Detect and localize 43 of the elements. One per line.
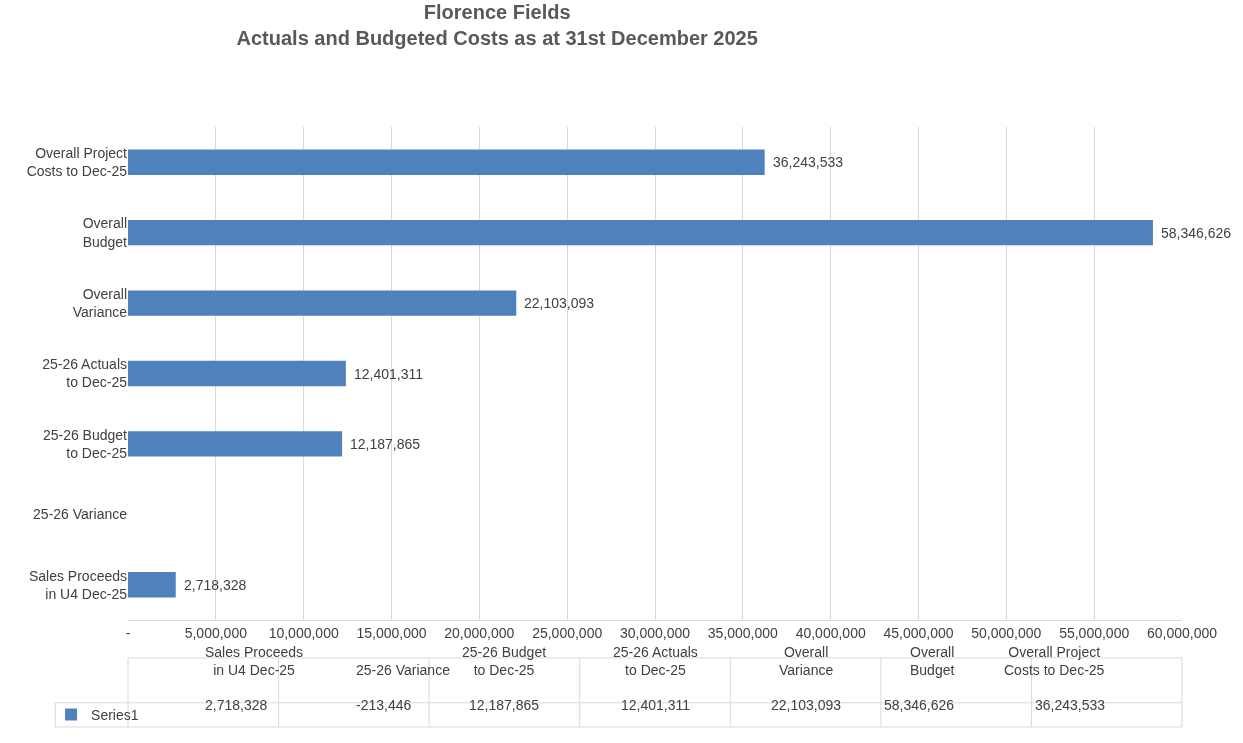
category-label: 25-26 Variance [356,662,450,678]
x-tick-label: 60,000,000 [1146,624,1218,641]
x-tick-label: 40,000,000 [795,624,866,641]
data-label: 12,187,865 [350,436,421,452]
y-tick-label: 25-26 Budget to Dec-25 [42,426,128,461]
y-tick-label: 25-26 Variance [33,506,128,523]
y-tick-label: Overall Variance [72,285,128,321]
y-tick-label: 25-26 Actuals to Dec-25 [42,356,128,391]
text: 12,401,311 [621,697,691,713]
text: -213,446 [356,697,412,713]
data-label: 2,718,328 [184,577,247,593]
x-tick-label: 45,000,000 [883,624,954,641]
data-label: 58,346,626 [1161,225,1232,241]
text: 12,187,865 [469,697,540,713]
category-label: Overall Budget [910,644,955,679]
text: 36,243,533 [1035,697,1106,713]
category-label: Overall Project Costs to Dec-25 [1004,644,1105,679]
x-tick-label: 55,000,000 [1059,624,1130,641]
data-label: 22,103,093 [524,295,595,311]
x-tick-label: 30,000,000 [619,624,691,641]
x-tick-label: 50,000,000 [971,624,1042,641]
data-label: 12,401,311 [354,366,424,382]
category-label: 25-26 Budget to Dec-25 [462,644,547,679]
y-tick-label: Overall Project Costs to Dec-25 [26,145,128,180]
y-tick-label: Sales Proceeds in U4 Dec-25 [28,567,128,602]
data-label: 36,243,533 [773,154,844,170]
text: 22,103,093 [771,697,842,713]
chart-title: Florence Fields [423,0,571,23]
x-tick-label: 10,000,000 [268,624,339,641]
category-label: Sales Proceeds in U4 Dec-25 [205,644,304,679]
legend-label: Series1 [91,706,139,723]
text: 58,346,626 [884,697,955,713]
text: 2,718,328 [205,697,268,713]
x-tick-label: 15,000,000 [356,624,427,641]
x-tick-label: 35,000,000 [707,624,779,641]
x-tick-label: 25,000,000 [532,624,603,641]
y-tick-label: Overall Budget [82,215,128,250]
x-tick-label: 5,000,000 [184,624,248,641]
category-label: Overall Variance [779,644,834,679]
category-label: 25-26 Actuals to Dec-25 [613,644,698,679]
chart-subtitle: Actuals and Budgeted Costs as at 31st December 2025 [236,26,758,49]
x-tick-label: 20,000,000 [444,624,515,641]
x-tick-label: - [125,624,131,641]
